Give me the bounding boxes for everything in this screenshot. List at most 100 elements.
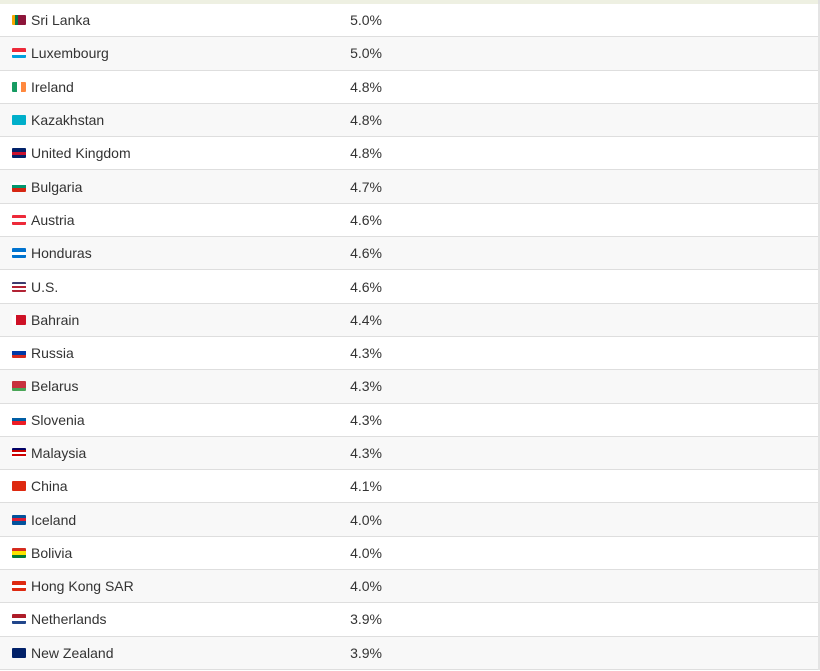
value-text: 4.0% xyxy=(350,544,382,561)
table-row: Bulgaria 4.7% xyxy=(0,170,818,204)
flag-icon xyxy=(12,314,26,325)
table-row: Malaysia 4.3% xyxy=(0,436,818,471)
flag-icon xyxy=(12,647,26,658)
flag-icon xyxy=(12,448,26,458)
table-row: Ireland 4.8% xyxy=(0,71,818,104)
country-table: Sri Lanka 5.0% Luxembourg 5.0% Ireland 4.8% Ka… xyxy=(0,4,820,670)
country-cell: Bahrain xyxy=(0,312,382,328)
country-name: Iceland xyxy=(31,511,77,528)
country-name: Russia xyxy=(31,345,74,362)
flag-icon xyxy=(12,115,26,126)
table-row: Netherlands 3.9% xyxy=(0,603,818,637)
value-text: 4.3% xyxy=(350,378,382,395)
country-cell: Belarus xyxy=(0,378,382,394)
value-text: 4.3% xyxy=(350,345,382,362)
country-cell: United Kingdom xyxy=(0,145,382,161)
value-text: 4.0% xyxy=(350,511,382,528)
country-cell: Iceland xyxy=(0,512,382,528)
country-cell: Luxembourg xyxy=(0,45,382,61)
table-row: Luxembourg 5.0% xyxy=(0,37,818,71)
value-text: 4.8% xyxy=(350,78,382,95)
country-cell: Russia xyxy=(0,345,382,361)
country-name: New Zealand xyxy=(31,644,114,661)
country-name: Honduras xyxy=(31,245,92,262)
value-text: 4.6% xyxy=(350,278,382,295)
value-text: 3.9% xyxy=(350,611,382,628)
country-name: Austria xyxy=(31,211,75,228)
value-text: 4.0% xyxy=(350,578,382,595)
country-name: Ireland xyxy=(31,78,74,95)
country-cell: China xyxy=(0,478,382,494)
flag-icon xyxy=(12,547,26,558)
value-text: 4.1% xyxy=(350,478,382,495)
flag-icon xyxy=(12,48,26,59)
flag-icon xyxy=(12,481,26,492)
flag-icon xyxy=(12,181,26,192)
country-name: Luxembourg xyxy=(31,45,109,62)
table-row: Bolivia 4.0% xyxy=(0,537,818,571)
value-text: 4.6% xyxy=(350,245,382,262)
table-row: United Kingdom 4.8% xyxy=(0,137,818,171)
flag-icon xyxy=(12,281,26,292)
country-cell: Malaysia xyxy=(0,445,382,461)
country-cell: Sri Lanka xyxy=(0,12,382,28)
flag-icon xyxy=(12,414,26,425)
value-text: 4.7% xyxy=(350,178,382,195)
country-name: Bolivia xyxy=(31,544,73,561)
country-cell: Netherlands xyxy=(0,611,382,627)
country-cell: Bolivia xyxy=(0,545,382,561)
country-cell: Honduras xyxy=(0,245,382,261)
country-cell: Bulgaria xyxy=(0,179,382,195)
flag-icon xyxy=(12,214,26,225)
table-row: Austria 4.6% xyxy=(0,204,818,238)
flag-icon xyxy=(12,381,26,392)
country-name: Hong Kong SAR xyxy=(31,578,134,595)
flag-icon xyxy=(12,81,26,92)
table-row: China 4.1% xyxy=(0,470,818,504)
table-row: Sri Lanka 5.0% xyxy=(0,4,818,38)
country-name: United Kingdom xyxy=(31,145,131,162)
table-row: Bahrain 4.4% xyxy=(0,303,818,337)
country-cell: New Zealand xyxy=(0,645,382,661)
flag-icon xyxy=(12,148,26,159)
flag-icon xyxy=(12,581,26,592)
table-row: Iceland 4.0% xyxy=(0,503,818,537)
table-row: Honduras 4.6% xyxy=(0,237,818,271)
value-text: 4.3% xyxy=(350,411,382,428)
country-name: Slovenia xyxy=(31,411,85,428)
country-name: Sri Lanka xyxy=(31,12,91,29)
value-text: 4.6% xyxy=(350,211,382,228)
table-header-band xyxy=(0,0,820,4)
country-name: Malaysia xyxy=(31,445,87,461)
table-row: Russia 4.3% xyxy=(0,337,818,371)
flag-icon xyxy=(12,348,26,359)
table-row: Hong Kong SAR 4.0% xyxy=(0,570,818,604)
table-row: Slovenia 4.3% xyxy=(0,404,818,437)
country-name: Kazakhstan xyxy=(31,112,105,129)
table-row: Belarus 4.3% xyxy=(0,370,818,404)
flag-icon xyxy=(12,614,26,625)
flag-icon xyxy=(12,248,26,259)
country-name: Bahrain xyxy=(31,311,80,328)
value-text: 3.9% xyxy=(350,644,382,661)
table-row: Kazakhstan 4.8% xyxy=(0,103,818,138)
country-name: Belarus xyxy=(31,378,79,395)
country-cell: U.S. xyxy=(0,279,382,295)
country-cell: Ireland xyxy=(0,79,382,95)
flag-icon xyxy=(12,514,26,525)
country-cell: Slovenia xyxy=(0,412,382,428)
country-name: U.S. xyxy=(31,278,59,295)
country-cell: Kazakhstan xyxy=(0,112,382,128)
value-text: 4.8% xyxy=(350,112,382,129)
country-cell: Austria xyxy=(0,212,382,228)
flag-icon xyxy=(12,15,26,26)
value-text: 5.0% xyxy=(350,12,382,29)
country-cell: Hong Kong SAR xyxy=(0,578,382,594)
table-row: New Zealand 3.9% xyxy=(0,636,818,670)
value-text: 4.3% xyxy=(350,445,382,461)
country-name: China xyxy=(31,478,68,495)
value-text: 5.0% xyxy=(350,45,382,62)
value-text: 4.4% xyxy=(350,311,382,328)
country-name: Bulgaria xyxy=(31,178,83,195)
table-row: U.S. 4.6% xyxy=(0,270,818,304)
